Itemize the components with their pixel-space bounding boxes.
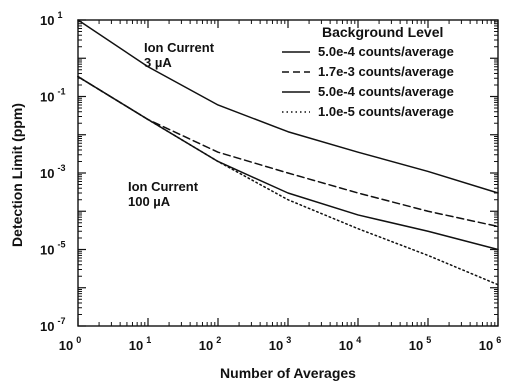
legend-title: Background Level <box>322 24 443 40</box>
x-tick-label: 10 5 <box>409 335 431 353</box>
annotation-1-line-2: 3 µA <box>144 55 172 70</box>
legend: Background Level 5.0e-4 counts/average 1.… <box>282 24 454 119</box>
x-axis-label: Number of Averages <box>220 365 356 381</box>
x-tick-label: 10 1 <box>129 335 151 353</box>
legend-items: 5.0e-4 counts/average 1.7e-3 counts/avera… <box>282 44 454 119</box>
y-tick-label: 10 1 <box>40 10 62 28</box>
legend-label-1: 5.0e-4 counts/average <box>318 44 454 59</box>
legend-label-4: 1.0e-5 counts/average <box>318 104 454 119</box>
annotation-2-line-1: Ion Current <box>128 179 199 194</box>
x-tick-label: 10 0 <box>59 335 81 353</box>
annotation-1-line-1: Ion Current <box>144 40 215 55</box>
y-axis-label: Detection Limit (ppm) <box>9 103 25 247</box>
legend-label-2: 1.7e-3 counts/average <box>318 64 454 79</box>
y-tick-label: 10 -1 <box>40 87 65 105</box>
series-line-1 <box>77 19 499 194</box>
y-tick-label: 10 -7 <box>40 316 65 334</box>
legend-label-3: 5.0e-4 counts/average <box>318 84 454 99</box>
x-tick-labels: 10 0 10 1 10 2 10 3 10 4 10 5 10 6 <box>59 335 501 353</box>
x-tick-label: 10 2 <box>199 335 221 353</box>
major-ticks <box>77 19 499 327</box>
x-tick-label: 10 3 <box>269 335 291 353</box>
y-tick-label: 10 -3 <box>40 163 65 181</box>
x-tick-label: 10 6 <box>479 335 501 353</box>
x-tick-label: 10 4 <box>339 335 361 353</box>
series-line-4 <box>77 75 499 286</box>
y-tick-label: 10 -5 <box>40 240 65 258</box>
series-lines <box>77 19 499 286</box>
series-line-3 <box>77 75 499 251</box>
annotation-2-line-2: 100 µA <box>128 194 171 209</box>
